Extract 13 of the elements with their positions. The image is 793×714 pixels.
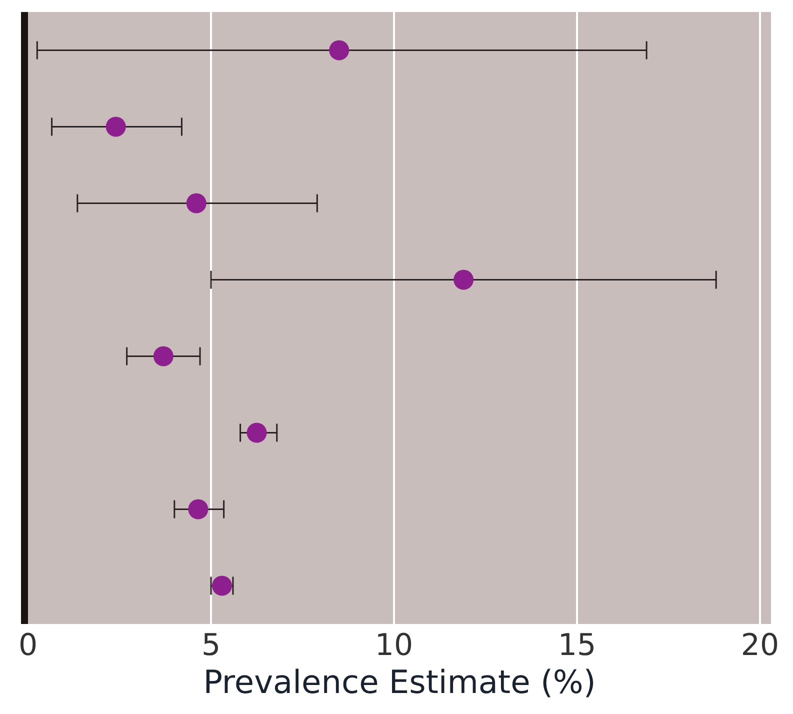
x-tick-label: 10: [374, 628, 414, 663]
x-tick-label: 20: [740, 628, 780, 663]
point: [246, 422, 267, 443]
x-axis-title: Prevalence Estimate (%): [203, 663, 596, 701]
point: [329, 40, 350, 60]
x-tick-label: 5: [201, 628, 221, 663]
point: [454, 270, 474, 290]
point: [188, 499, 208, 520]
x-tick-label: 0: [18, 628, 38, 663]
point: [106, 116, 126, 137]
point: [186, 193, 206, 214]
point: [153, 346, 174, 366]
x-tick-label: 15: [558, 628, 596, 663]
